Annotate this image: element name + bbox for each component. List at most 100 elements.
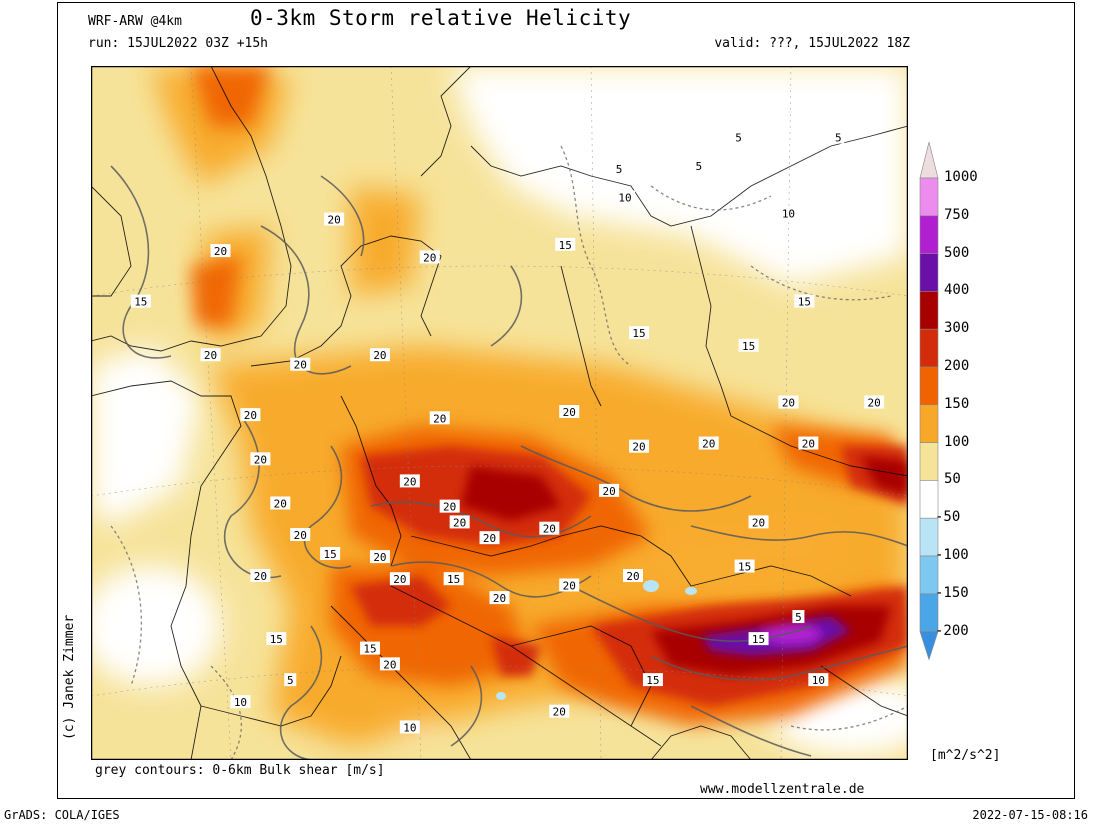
colorbar-cap-top <box>919 141 939 179</box>
timestamp: 2022-07-15-08:16 <box>972 808 1088 822</box>
border-ua <box>730 415 908 477</box>
contour-label-bg <box>250 569 271 583</box>
colorbar-tick-label: 200 <box>944 358 970 374</box>
copyright-label: (c) Janek Zimmer <box>62 614 77 740</box>
colorbar-unit: [m^2/s^2] <box>930 748 1001 763</box>
contour-label: 5 <box>735 132 742 145</box>
contour-label: 5 <box>287 674 294 687</box>
contour-label-bg <box>623 569 644 583</box>
contour-label: 20 <box>383 658 396 671</box>
contour-label-bg <box>369 550 390 564</box>
contour-label-bg <box>130 294 151 308</box>
contour-label-bg <box>230 695 251 709</box>
border-ro <box>690 565 852 597</box>
contour-label-bg <box>549 704 570 718</box>
contour-label: 20 <box>632 441 645 454</box>
contour-label-bg <box>266 632 287 646</box>
contour-label: 15 <box>323 548 336 561</box>
contour-note: grey contours: 0-6km Bulk shear [m/s] <box>95 763 385 778</box>
website-link[interactable]: www.modellzentrale.de <box>700 782 865 797</box>
contour-label: 20 <box>867 397 880 410</box>
contour-label-bg <box>732 130 745 144</box>
colorbar-segment <box>919 253 939 292</box>
colorbar-tick-label: 500 <box>944 244 970 261</box>
colorbar-tick-label: 50 <box>944 471 961 488</box>
border-hu <box>560 525 692 587</box>
contour-label-bg <box>832 130 845 144</box>
contour-label-bg <box>628 439 649 453</box>
contour-label-bg <box>240 408 261 422</box>
contour-label: 20 <box>782 397 795 410</box>
border-at <box>410 535 562 557</box>
coast-denmark <box>420 66 472 177</box>
contour-label: 15 <box>646 674 659 687</box>
contour-label: 20 <box>433 412 446 425</box>
contour-label-bg <box>642 673 663 687</box>
coast-channel <box>250 235 442 367</box>
contour-label: 20 <box>327 214 340 227</box>
contour-label-bg <box>439 499 460 513</box>
contour-label: 10 <box>812 674 825 687</box>
coast-britain <box>91 66 292 352</box>
contour-label-bg <box>613 162 626 176</box>
contour-labels: 20 15 20 20 20 20 20 15 15 15 15 5 5 10 5 5 10 20 20 20 20 15… <box>130 130 885 734</box>
contour-label: 15 <box>363 643 376 656</box>
colorbar-segment <box>919 215 939 254</box>
coast-adriatic <box>390 585 662 747</box>
contour-label-bg <box>284 673 297 687</box>
contour-label: 20 <box>373 551 386 564</box>
contour-label-bg <box>270 496 291 510</box>
contour-label: 20 <box>254 453 267 466</box>
contour-label-bg <box>692 158 705 172</box>
shear-contours <box>110 165 908 760</box>
contour-label-bg <box>449 515 470 529</box>
coast-italy-west <box>330 605 472 760</box>
contour-label-bg <box>864 395 885 409</box>
contour-label-bg <box>559 405 580 418</box>
contour-label-bg <box>324 212 345 226</box>
contour-label: 15 <box>738 561 751 574</box>
contour-label: 15 <box>447 573 460 586</box>
contour-label: 20 <box>752 516 765 529</box>
contour-label: 15 <box>559 239 572 252</box>
contour-label-bg <box>628 326 649 340</box>
contour-label: 5 <box>795 611 802 624</box>
coast-med <box>200 655 342 727</box>
colorbar-tick-label: -150 <box>935 584 969 601</box>
colorbar-segment <box>919 291 939 330</box>
contour-label-bg <box>748 632 769 646</box>
contour-label-bg <box>389 572 410 586</box>
contour-label-bg <box>748 515 769 529</box>
contour-label-bg <box>359 641 380 655</box>
contour-label-bg <box>489 591 510 605</box>
contour-label: 15 <box>134 296 147 309</box>
contour-label-bg <box>399 720 420 734</box>
contour-label: 15 <box>798 296 811 309</box>
contour-label: 15 <box>742 340 755 353</box>
contour-label: 20 <box>553 706 566 719</box>
contour-label: 20 <box>204 349 217 362</box>
contour-label-bg <box>250 452 271 466</box>
contour-label: 20 <box>443 501 456 514</box>
model-label: WRF-ARW @4km <box>88 14 182 29</box>
contour-label-bg <box>738 338 759 352</box>
contour-label: 10 <box>618 191 631 204</box>
contour-label-bg <box>210 244 231 258</box>
colorbar-segment <box>919 328 939 368</box>
contour-label: 20 <box>493 592 506 605</box>
contour-label: 15 <box>270 633 283 646</box>
colorbar-tick-label: 750 <box>944 206 970 223</box>
colorbar-tick-label: 1000 <box>944 169 978 185</box>
contour-label: 20 <box>423 251 436 264</box>
colorbar-tick-label: -200 <box>935 622 969 639</box>
contour-label: 20 <box>602 485 615 498</box>
contour-label-bg <box>479 531 500 545</box>
contour-label-bg <box>615 190 636 204</box>
coast-ireland <box>91 185 132 297</box>
contour-label-bg <box>559 578 580 592</box>
border-de-pl <box>560 265 602 407</box>
border-fr-de <box>340 395 402 567</box>
map-title: 0-3km Storm relative Helicity <box>250 6 632 30</box>
contour-label: 20 <box>563 406 576 419</box>
contour-label-bg <box>399 474 420 488</box>
